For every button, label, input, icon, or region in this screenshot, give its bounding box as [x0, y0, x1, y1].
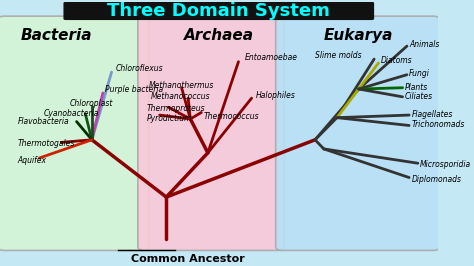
FancyBboxPatch shape — [276, 16, 440, 250]
Text: Ciliates: Ciliates — [405, 92, 433, 101]
Text: Methanothermus: Methanothermus — [149, 81, 214, 90]
Text: Archaea: Archaea — [184, 28, 254, 43]
Text: Chloroflexus: Chloroflexus — [116, 64, 164, 73]
Text: Flavobacteria: Flavobacteria — [18, 117, 69, 126]
Text: Trichonomads: Trichonomads — [411, 120, 465, 130]
Text: Fungi: Fungi — [409, 69, 430, 78]
Text: Halophiles: Halophiles — [256, 91, 296, 100]
Text: Common Ancestor: Common Ancestor — [131, 254, 245, 264]
Text: Aquifex: Aquifex — [18, 156, 46, 165]
Text: Thermococcus: Thermococcus — [203, 112, 259, 121]
Text: Purple bacteria: Purple bacteria — [105, 85, 163, 94]
FancyBboxPatch shape — [64, 2, 374, 20]
Text: Cyanobacteria: Cyanobacteria — [44, 109, 99, 118]
Text: Animals: Animals — [409, 40, 439, 49]
Text: Entoamoebae: Entoamoebae — [245, 53, 298, 62]
Text: Methanococcus: Methanococcus — [151, 92, 210, 101]
Text: Diatoms: Diatoms — [381, 56, 412, 65]
Text: Microsporidia: Microsporidia — [420, 160, 471, 169]
Text: Eukarya: Eukarya — [324, 28, 393, 43]
Text: Slime molds: Slime molds — [315, 51, 362, 60]
Text: Diplomonads: Diplomonads — [411, 175, 461, 184]
Text: Pyrodictium: Pyrodictium — [146, 114, 192, 123]
FancyBboxPatch shape — [0, 16, 149, 250]
Text: Thermoproteus: Thermoproteus — [146, 104, 205, 113]
FancyBboxPatch shape — [138, 16, 284, 250]
Text: Bacteria: Bacteria — [21, 28, 92, 43]
Text: Thermotogales: Thermotogales — [18, 139, 75, 148]
Text: Plants: Plants — [405, 83, 428, 92]
Text: Three Domain System: Three Domain System — [107, 2, 330, 20]
Text: Flagellates: Flagellates — [411, 110, 453, 119]
Text: Chloroplast: Chloroplast — [70, 99, 113, 108]
